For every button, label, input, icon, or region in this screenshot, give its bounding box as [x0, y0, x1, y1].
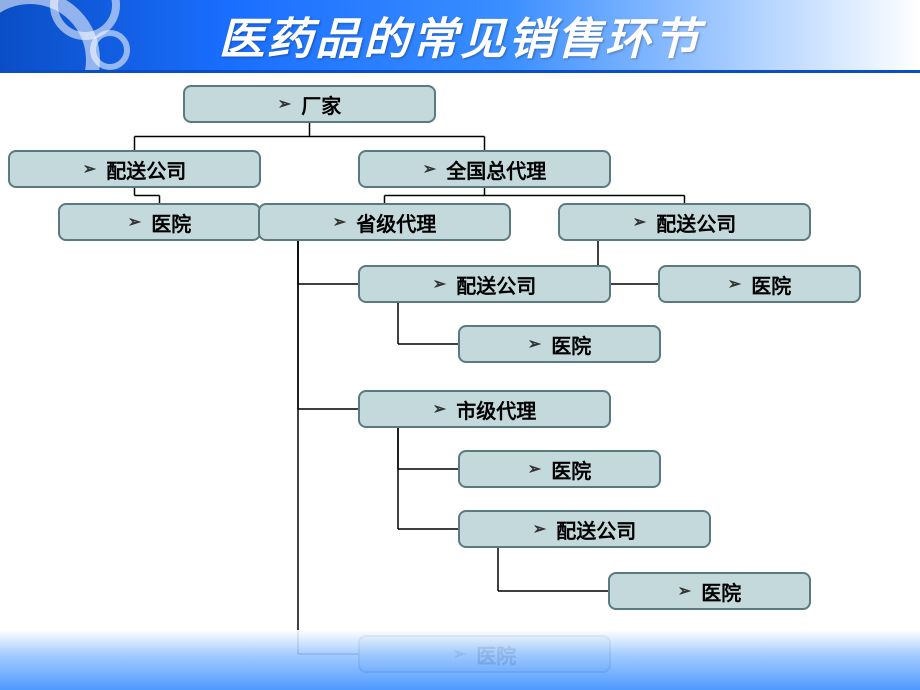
tree-node: ➢ 医院 [58, 203, 261, 241]
node-label: 厂家 [301, 90, 341, 119]
chevron-icon: ➢ [278, 94, 291, 114]
node-label: 配送公司 [106, 155, 186, 184]
chevron-icon: ➢ [333, 212, 346, 232]
chevron-icon: ➢ [728, 274, 741, 294]
tree-node: ➢ 配送公司 [558, 203, 811, 241]
chevron-icon: ➢ [128, 212, 141, 232]
node-label: 医院 [551, 330, 591, 359]
tree-node: ➢ 市级代理 [358, 390, 611, 428]
slide-title: 医药品的常见销售环节 [219, 3, 702, 67]
node-label: 全国总代理 [446, 155, 546, 184]
node-label: 市级代理 [456, 395, 536, 424]
node-label: 配送公司 [656, 208, 736, 237]
tree-node: ➢ 省级代理 [258, 203, 511, 241]
chevron-icon: ➢ [528, 459, 541, 479]
tree-node: ➢ 厂家 [183, 85, 436, 123]
tree-node: ➢ 医院 [608, 572, 811, 610]
tree-node: ➢ 医院 [658, 265, 861, 303]
node-label: 医院 [701, 577, 741, 606]
org-chart: ➢ 厂家 ➢ 配送公司 ➢ 全国总代理 ➢ 医院 ➢ 省级代理 ➢ 配送公司 ➢ 配送公司 ➢ 医院 ➢ 医院 ➢ 市… [0, 80, 920, 680]
footer-gradient [0, 630, 920, 690]
chevron-icon: ➢ [533, 519, 546, 539]
tree-node: ➢ 配送公司 [458, 510, 711, 548]
chevron-icon: ➢ [433, 274, 446, 294]
tree-node: ➢ 医院 [458, 325, 661, 363]
node-label: 医院 [151, 208, 191, 237]
tree-node: ➢ 配送公司 [358, 265, 611, 303]
chevron-icon: ➢ [678, 581, 691, 601]
node-label: 医院 [551, 455, 591, 484]
chevron-icon: ➢ [528, 334, 541, 354]
tree-node: ➢ 配送公司 [8, 150, 261, 188]
header-underline [0, 70, 920, 73]
chevron-icon: ➢ [423, 159, 436, 179]
chevron-icon: ➢ [433, 399, 446, 419]
slide-header: 医药品的常见销售环节 [0, 0, 920, 70]
tree-node: ➢ 医院 [458, 450, 661, 488]
node-label: 医院 [751, 270, 791, 299]
chevron-icon: ➢ [633, 212, 646, 232]
node-label: 配送公司 [456, 270, 536, 299]
chevron-icon: ➢ [83, 159, 96, 179]
tree-node: ➢ 全国总代理 [358, 150, 611, 188]
node-label: 配送公司 [556, 515, 636, 544]
node-label: 省级代理 [356, 208, 436, 237]
